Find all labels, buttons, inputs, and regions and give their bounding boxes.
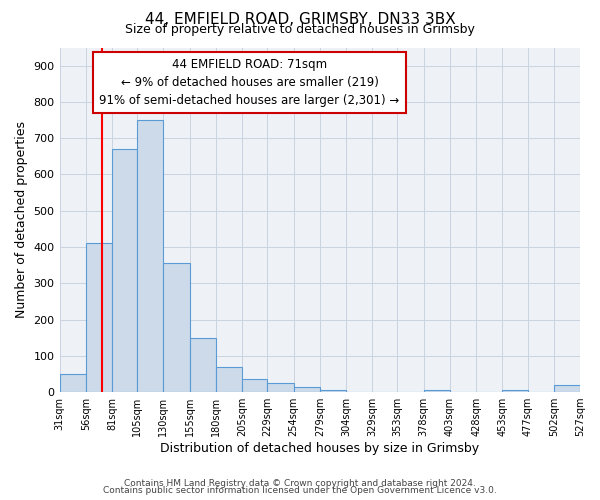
Text: 44 EMFIELD ROAD: 71sqm
← 9% of detached houses are smaller (219)
91% of semi-det: 44 EMFIELD ROAD: 71sqm ← 9% of detached … xyxy=(100,58,400,107)
Text: Contains HM Land Registry data © Crown copyright and database right 2024.: Contains HM Land Registry data © Crown c… xyxy=(124,478,476,488)
Text: 44, EMFIELD ROAD, GRIMSBY, DN33 3BX: 44, EMFIELD ROAD, GRIMSBY, DN33 3BX xyxy=(145,12,455,28)
Bar xyxy=(59,374,86,392)
Text: Size of property relative to detached houses in Grimsby: Size of property relative to detached ho… xyxy=(125,22,475,36)
X-axis label: Distribution of detached houses by size in Grimsby: Distribution of detached houses by size … xyxy=(160,442,479,455)
Bar xyxy=(293,386,320,392)
Bar xyxy=(190,338,216,392)
Bar xyxy=(502,390,527,392)
Bar xyxy=(163,264,190,392)
Bar xyxy=(86,244,112,392)
Bar xyxy=(112,149,137,392)
Text: Contains public sector information licensed under the Open Government Licence v3: Contains public sector information licen… xyxy=(103,486,497,495)
Bar xyxy=(216,366,242,392)
Y-axis label: Number of detached properties: Number of detached properties xyxy=(15,122,28,318)
Bar xyxy=(424,390,450,392)
Bar xyxy=(268,383,293,392)
Bar xyxy=(554,385,580,392)
Bar xyxy=(242,380,268,392)
Bar xyxy=(137,120,163,392)
Bar xyxy=(320,390,346,392)
